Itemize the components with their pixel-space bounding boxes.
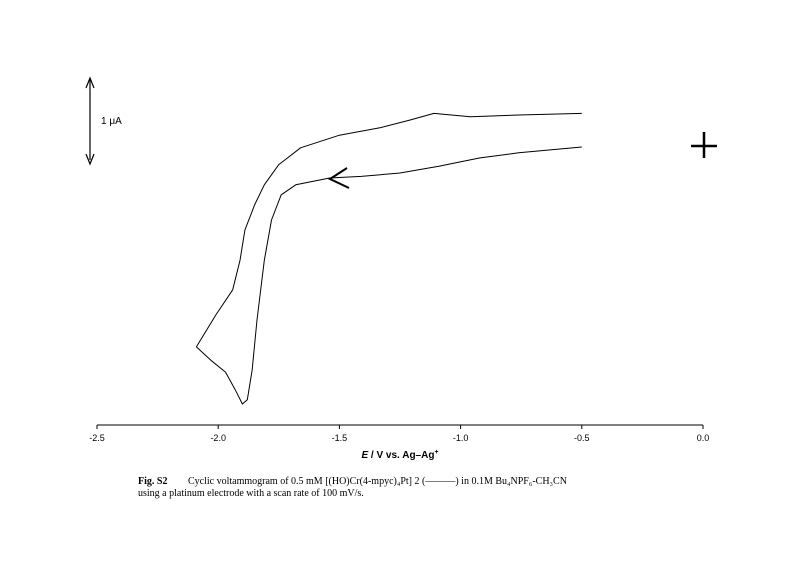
scale-bar-label: 1 μA <box>101 116 122 127</box>
x-label-italic: E <box>361 450 368 461</box>
cv-curve <box>195 112 582 405</box>
fig-label: Fig. S2 <box>138 476 167 487</box>
x-tick-label: -2.0 <box>210 433 226 443</box>
caption-line: Cyclic voltammogram of 0.5 mM [(HO)Cr(4-… <box>188 476 567 487</box>
scan-arrow <box>327 167 350 189</box>
x-tick-label: 0.0 <box>697 433 710 443</box>
plus-sign <box>691 132 717 158</box>
scale-bar-arrows <box>85 76 95 166</box>
x-tick-label: -1.5 <box>332 433 348 443</box>
x-tick-label: -1.0 <box>453 433 469 443</box>
x-tick-label: -2.5 <box>89 433 105 443</box>
x-axis-label: E / V vs. Ag–Ag+ <box>361 449 438 461</box>
caption-line: using a platinum electrode with a scan r… <box>138 488 364 499</box>
x-label-sup: + <box>434 449 438 456</box>
x-tick-label: -0.5 <box>574 433 590 443</box>
x-label-main: / V vs. Ag–Ag <box>368 450 434 461</box>
